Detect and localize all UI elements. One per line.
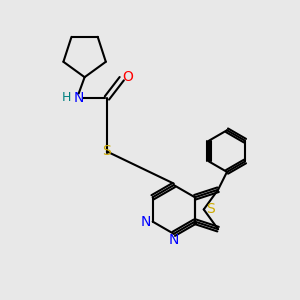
Text: N: N xyxy=(74,91,84,105)
Text: S: S xyxy=(206,202,215,216)
Text: N: N xyxy=(169,233,179,248)
Text: N: N xyxy=(141,214,151,229)
Text: S: S xyxy=(103,145,111,158)
Text: O: O xyxy=(122,70,133,84)
Text: H: H xyxy=(62,92,71,104)
